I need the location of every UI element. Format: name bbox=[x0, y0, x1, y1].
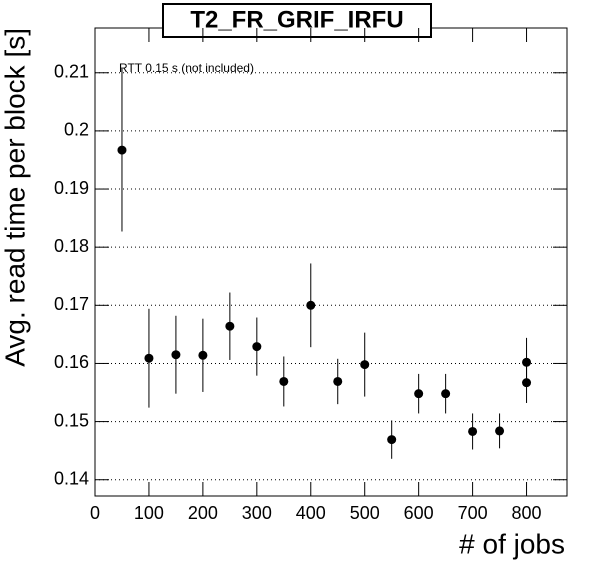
y-tick-label: 0.21 bbox=[54, 62, 89, 82]
y-tick-label: 0.14 bbox=[54, 468, 89, 488]
x-tick-label: 800 bbox=[512, 503, 542, 523]
y-tick-label: 0.17 bbox=[54, 294, 89, 314]
annotation: RTT 0.15 s (not included) bbox=[119, 61, 254, 75]
data-point bbox=[198, 350, 208, 360]
x-axis-label: # of jobs bbox=[459, 528, 565, 559]
data-point bbox=[225, 321, 235, 331]
x-tick-label: 500 bbox=[350, 503, 380, 523]
x-tick-label: 200 bbox=[188, 503, 218, 523]
data-point bbox=[414, 389, 424, 399]
data-point bbox=[171, 350, 181, 360]
x-tick-label: 600 bbox=[404, 503, 434, 523]
data-point bbox=[360, 360, 370, 370]
chart-title: T2_FR_GRIF_IRFU bbox=[190, 6, 403, 33]
x-tick-label: 100 bbox=[134, 503, 164, 523]
y-tick-label: 0.19 bbox=[54, 178, 89, 198]
x-tick-label: 300 bbox=[242, 503, 272, 523]
data-point bbox=[441, 389, 451, 399]
data-point bbox=[306, 300, 316, 310]
data-point bbox=[468, 426, 478, 436]
data-point bbox=[117, 145, 127, 155]
x-tick-label: 700 bbox=[458, 503, 488, 523]
y-tick-label: 0.16 bbox=[54, 352, 89, 372]
data-point bbox=[144, 353, 154, 363]
y-tick-label: 0.18 bbox=[54, 236, 89, 256]
x-tick-label: 400 bbox=[296, 503, 326, 523]
data-point bbox=[279, 376, 289, 386]
y-tick-label: 0.2 bbox=[64, 120, 89, 140]
x-tick-label: 0 bbox=[90, 503, 100, 523]
title-box bbox=[162, 3, 432, 38]
data-point bbox=[387, 435, 397, 445]
data-point bbox=[522, 378, 532, 388]
y-tick-label: 0.15 bbox=[54, 410, 89, 430]
data-point bbox=[495, 426, 505, 436]
y-axis-label: Avg. read time per block [s] bbox=[0, 28, 30, 367]
data-point bbox=[333, 376, 343, 386]
data-point bbox=[252, 342, 262, 352]
